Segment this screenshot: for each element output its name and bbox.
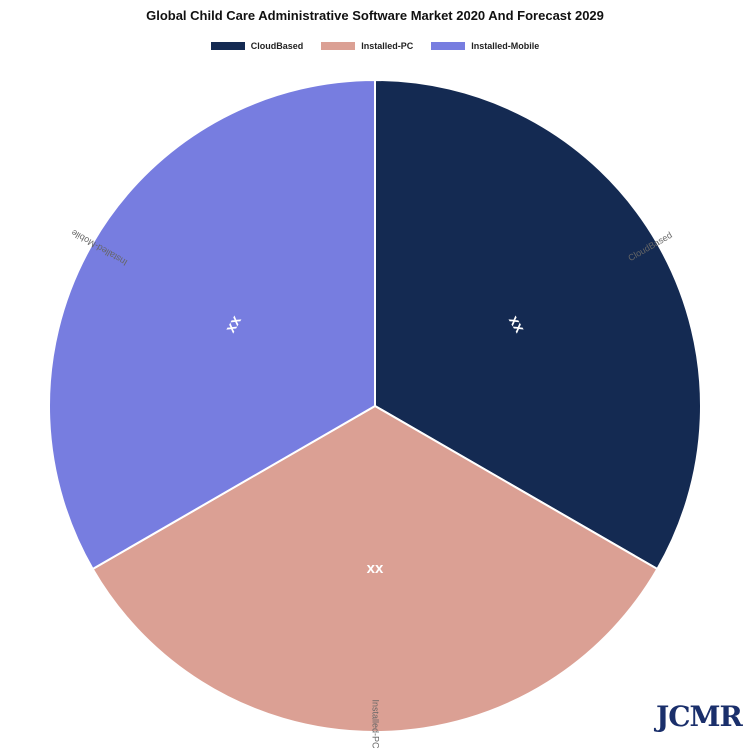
legend-item-cloudbased[interactable]: CloudBased — [210, 41, 304, 51]
pie-slice-cloudbased[interactable] — [374, 78, 702, 571]
pie-data-label: xx — [367, 560, 384, 577]
legend-label: Installed-PC — [361, 41, 414, 51]
chart-title: Global Child Care Administrative Softwar… — [146, 8, 604, 23]
legend-swatch — [210, 42, 245, 50]
pie-data-label: xx — [222, 312, 245, 336]
pie-category-label: Installed-PC — [371, 699, 381, 749]
legend-label: CloudBased — [250, 41, 304, 51]
legend-item-installed-mobile[interactable]: Installed-Mobile — [431, 41, 539, 51]
legend-item-installed-pc[interactable]: Installed-PC — [321, 41, 413, 51]
watermark-logo: JCMR — [656, 700, 743, 733]
legend-swatch — [321, 42, 356, 50]
pie-slice-installed-pc[interactable] — [91, 404, 659, 733]
legend: CloudBased Installed-PC Installed-Mobile — [0, 41, 750, 51]
legend-label: Installed-Mobile — [471, 41, 540, 51]
legend-swatch — [431, 42, 466, 50]
pie-data-label: xx — [505, 313, 528, 337]
pie-slice-installed-mobile[interactable] — [48, 78, 376, 571]
